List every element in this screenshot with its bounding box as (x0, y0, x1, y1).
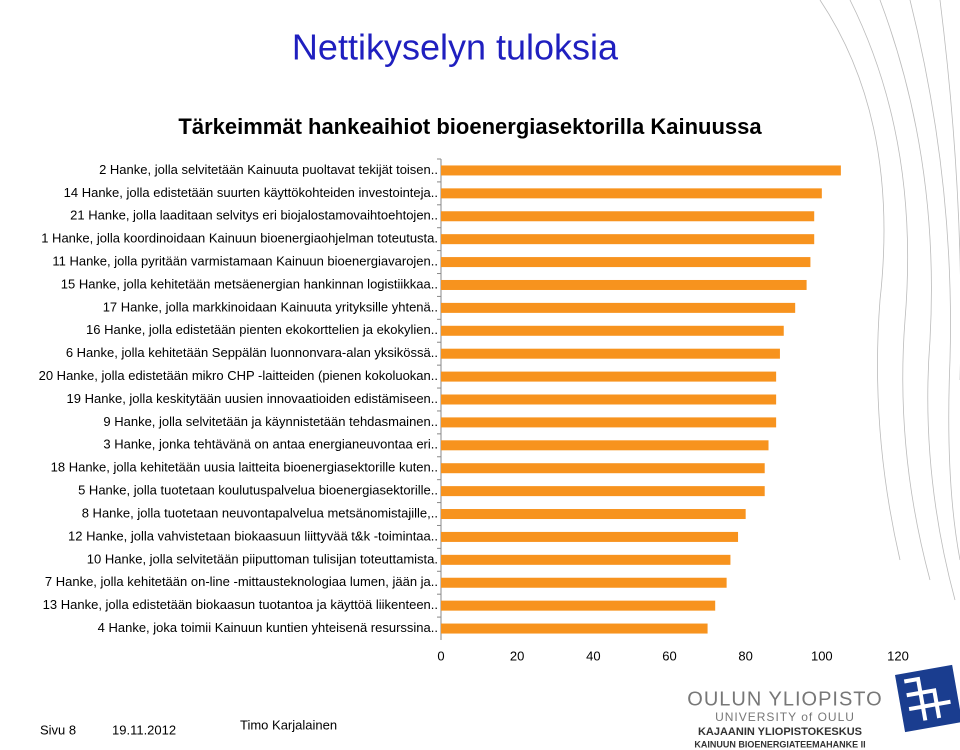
page-number: Sivu 8 (40, 722, 76, 737)
y-tick-label: 7 Hanke, jolla kehitetään on-line -mitta… (45, 574, 438, 589)
bar (441, 463, 765, 474)
x-tick-label: 40 (586, 648, 600, 663)
x-tick-label: 100 (811, 648, 833, 663)
bar (441, 600, 716, 611)
decoration (819, 0, 960, 601)
bar (441, 188, 822, 199)
x-tick-label: 20 (510, 648, 524, 663)
y-tick-label: 13 Hanke, jolla edistetään biokaasun tuo… (43, 597, 438, 612)
bar (441, 577, 727, 588)
x-tick-label: 60 (662, 648, 676, 663)
y-tick-label: 6 Hanke, jolla kehitetään Seppälän luonn… (66, 345, 438, 360)
bar (441, 234, 815, 245)
logo-text: UNIVERSITY of OULU (715, 710, 855, 724)
y-tick-label: 20 Hanke, jolla edistetään mikro CHP -la… (39, 368, 438, 383)
y-tick-label: 2 Hanke, jolla selvitetään Kainuuta puol… (99, 162, 438, 177)
chart: 0 20 40 60 80 100 120 2 Hanke, jolla selvitetää… (39, 158, 909, 663)
logo-text: OULUN YLIOPISTO (687, 688, 882, 710)
chart-title: Tärkeimmät hankeaihiot bioenergiasektori… (178, 114, 762, 139)
x-tick-label: 120 (887, 648, 909, 663)
y-tick-label: 4 Hanke, joka toimii Kainuun kuntien yht… (98, 620, 438, 635)
bar (441, 211, 815, 222)
bar (441, 348, 780, 359)
y-tick-label: 19 Hanke, jolla keskitytään uusien innov… (67, 391, 438, 406)
y-tick-label: 14 Hanke, jolla edistetään suurten käytt… (64, 185, 438, 200)
bar (441, 440, 769, 451)
x-tick-label: 0 (437, 648, 444, 663)
logo-text: KAJAANIN YLIOPISTOKESKUS (698, 726, 862, 738)
y-tick-label: 12 Hanke, jolla vahvistetaan biokaasuun … (68, 528, 438, 543)
y-tick-label: 17 Hanke, jolla markkinoidaan Kainuuta y… (103, 299, 438, 314)
project-name: KAINUUN BIOENERGIATEEMAHANKE II (694, 739, 865, 749)
bar (441, 394, 777, 405)
bar (441, 302, 796, 313)
bar (441, 509, 746, 520)
y-tick-label: 10 Hanke, jolla selvitetään piiputtoman … (87, 551, 438, 566)
y-tick-label: 9 Hanke, jolla selvitetään ja käynnistet… (103, 414, 438, 429)
x-tick-label: 80 (738, 648, 752, 663)
bar (441, 417, 777, 428)
date: 19.11.2012 (112, 722, 176, 737)
y-tick-label: 1 Hanke, jolla koordinoidaan Kainuun bio… (41, 231, 438, 246)
y-tick-label: 15 Hanke, jolla kehitetään metsäenergian… (61, 276, 438, 291)
bar (441, 623, 708, 634)
bar (441, 554, 731, 565)
y-tick-label: 11 Hanke, jolla pyritään varmistamaan Ka… (52, 254, 438, 269)
bar (441, 531, 739, 542)
bar (441, 486, 765, 497)
y-tick-label: 3 Hanke, jonka tehtävänä on antaa energi… (103, 437, 438, 452)
logo-icon (895, 664, 960, 733)
author: Timo Karjalainen (240, 717, 337, 732)
y-tick-label: 5 Hanke, jolla tuotetaan koulutuspalvelu… (78, 483, 438, 498)
y-tick-label: 8 Hanke, jolla tuotetaan neuvontapalvelu… (82, 505, 438, 520)
y-tick-label: 16 Hanke, jolla edistetään pienten ekoko… (86, 322, 438, 337)
y-tick-label: 18 Hanke, jolla kehitetään uusia laittei… (51, 460, 438, 475)
slide-title: Nettikyselyn tuloksia (292, 27, 619, 68)
bar (441, 371, 777, 382)
bar (441, 279, 807, 290)
bar (441, 257, 811, 268)
bar (441, 165, 841, 176)
bar (441, 325, 784, 336)
y-tick-label: 21 Hanke, jolla laaditaan selvitys eri b… (70, 208, 438, 223)
